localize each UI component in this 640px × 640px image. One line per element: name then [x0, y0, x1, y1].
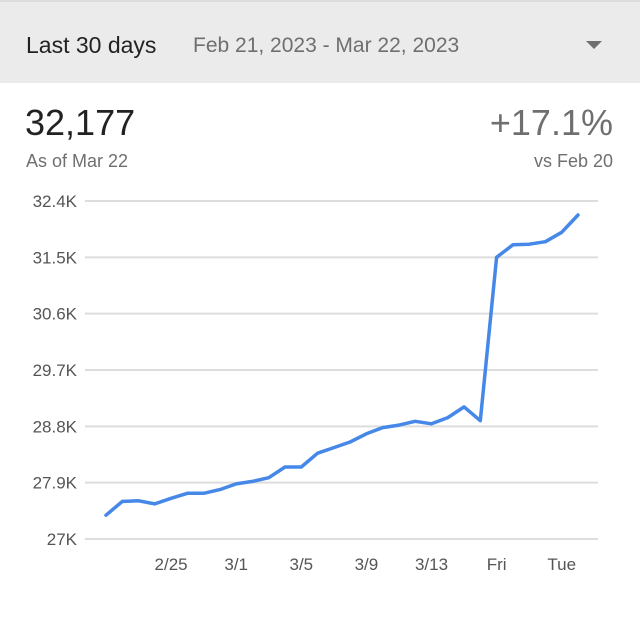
y-tick-label: 31.5K	[33, 248, 78, 267]
y-tick-label: 27.9K	[33, 474, 78, 493]
x-tick-label: 2/25	[155, 555, 188, 574]
y-tick-label: 32.4K	[33, 192, 78, 211]
y-tick-label: 30.6K	[33, 305, 78, 324]
date-range-dates: Feb 21, 2023 - Mar 22, 2023	[193, 34, 460, 57]
y-tick-label: 27K	[47, 530, 78, 549]
y-tick-label: 28.8K	[33, 417, 78, 436]
change-comparison: vs Feb 20	[533, 151, 613, 171]
metric-as-of: As of Mar 22	[26, 151, 129, 171]
x-tick-label: 3/1	[224, 555, 248, 574]
date-range-label: Last 30 days	[26, 32, 157, 58]
change-percent: +17.1%	[489, 102, 613, 143]
x-tick-label: Fri	[487, 555, 507, 574]
y-tick-label: 29.7K	[33, 361, 78, 380]
series-line	[104, 213, 580, 517]
date-range-selector[interactable]: Last 30 days Feb 21, 2023 - Mar 22, 2023	[0, 0, 640, 83]
arrow-drop-down-icon[interactable]	[586, 41, 602, 49]
x-tick-label: 3/5	[289, 555, 313, 574]
x-tick-label: 3/13	[415, 555, 448, 574]
x-tick-label: Tue	[547, 555, 576, 574]
x-tick-label: 3/9	[355, 555, 379, 574]
metric-value: 32,177	[25, 102, 136, 143]
line-chart: 27K 27.9K 28.8K 29.7K 30.6K 31.5K 32.4K 2/25 3/1…	[33, 192, 598, 574]
